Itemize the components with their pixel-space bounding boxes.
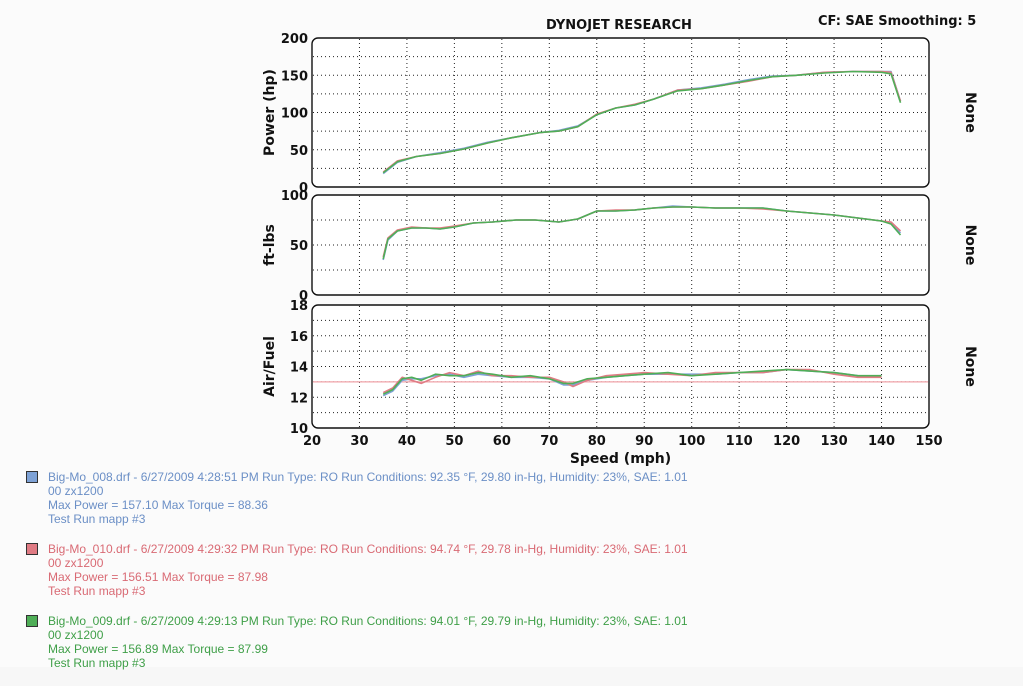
dyno-charts: 0 50 100 150 200 Power (hp) None 0 50 100 ft-lbs No… [262,32,978,467]
y-axis-label: ft-lbs [262,224,278,266]
run3-note: Test Run mapp #3 [48,656,146,670]
x-tick-label: 130 [821,434,848,449]
settings-label: CF: SAE Smoothing: 5 [818,14,977,29]
x-tick-label: 20 [303,434,321,449]
y-tick-label: 12 [290,391,308,406]
run2-bike: 00 zx1200 [48,556,104,570]
x-tick-label: 70 [540,434,558,449]
panel-frame [311,194,930,296]
y-tick-label: 16 [290,330,308,345]
y-axis-label: Air/Fuel [262,336,278,397]
run-legend: Big-Mo_008.drf - 6/27/2009 4:28:51 PM Ru… [26,470,786,686]
x-tick-label: 100 [678,434,705,449]
chart-title: DYNOJET RESEARCH [546,18,692,33]
y-tick-label: 50 [290,239,308,254]
run1-note: Test Run mapp #3 [48,512,146,526]
x-tick-label: 110 [726,434,753,449]
x-axis-label: Speed (mph) [570,451,671,467]
x-tick-label: 40 [398,434,416,449]
run3-info: Big-Mo_009.drf - 6/27/2009 4:29:13 PM Ru… [48,614,688,628]
y-tick-label: 14 [290,361,308,376]
right-axis-label: None [962,346,978,387]
x-tick-label: 120 [773,434,800,449]
series-line-run3 [382,368,882,395]
x-tick-label: 150 [915,434,942,449]
x-tick-label: 50 [445,434,463,449]
y-tick-label: 150 [281,69,308,84]
legend-entry-run3: Big-Mo_009.drf - 6/27/2009 4:29:13 PM Ru… [26,614,786,670]
legend-entry-run1: Big-Mo_008.drf - 6/27/2009 4:28:51 PM Ru… [26,470,786,526]
run1-info: Big-Mo_008.drf - 6/27/2009 4:28:51 PM Ru… [48,470,688,484]
run1-swatch [26,471,38,483]
run1-bike: 00 zx1200 [48,484,104,498]
y-tick-label: 18 [290,299,308,314]
run1-max: Max Power = 157.10 Max Torque = 88.36 [48,498,268,512]
run2-swatch [26,543,38,555]
panel-frame [311,304,930,429]
y-tick-label: 0 [299,181,308,196]
series-line-run3 [382,206,902,260]
panel-frame [311,37,930,188]
y-tick-label: 10 [290,422,308,437]
right-axis-label: None [962,225,978,266]
series-line-run2 [382,368,882,394]
run3-bike: 00 zx1200 [48,628,104,642]
x-tick-label: 90 [635,434,653,449]
series-line-run3 [382,70,902,174]
run3-max: Max Power = 156.89 Max Torque = 87.99 [48,642,268,656]
x-tick-label: 60 [493,434,511,449]
x-tick-label: 30 [350,434,368,449]
y-tick-label: 200 [281,32,308,47]
y-tick-label: 0 [299,289,308,304]
dyno-sheet: DYNOJET RESEARCH CF: SAE Smoothing: 5 0 5… [26,14,978,670]
right-axis-label: None [962,92,978,133]
y-tick-label: 50 [290,144,308,159]
y-tick-label: 100 [281,107,308,122]
x-tick-label: 140 [868,434,895,449]
y-tick-label: 100 [281,189,308,204]
y-axis-label: Power (hp) [262,69,278,156]
run2-note: Test Run mapp #3 [48,584,146,598]
run3-swatch [26,615,38,627]
run2-info: Big-Mo_010.drf - 6/27/2009 4:29:32 PM Ru… [48,542,688,556]
legend-entry-run2: Big-Mo_010.drf - 6/27/2009 4:29:32 PM Ru… [26,542,786,598]
x-tick-label: 80 [588,434,606,449]
run2-max: Max Power = 156.51 Max Torque = 87.98 [48,570,268,584]
